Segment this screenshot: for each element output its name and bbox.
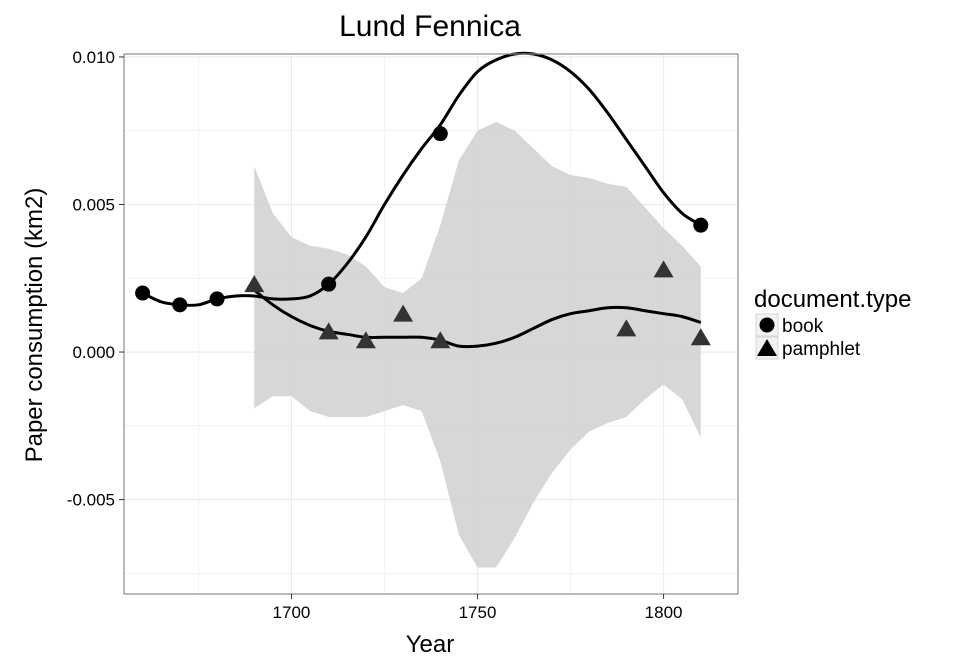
- legend-label-book: book: [782, 316, 824, 337]
- x-tick-label: 1800: [645, 603, 683, 622]
- x-axis: 1700 1750 1800: [273, 594, 683, 622]
- y-axis-title: Paper consumption (km2): [21, 188, 48, 463]
- y-tick-label: 0.005: [72, 195, 115, 214]
- y-axis: -0.005 0.000 0.005 0.010: [67, 48, 124, 510]
- data-point-book: [172, 297, 188, 313]
- x-tick-label: 1750: [459, 603, 497, 622]
- y-tick-label: 0.000: [72, 343, 115, 362]
- data-point-pamphlet: [430, 331, 451, 349]
- x-axis-title: Year: [406, 631, 455, 658]
- smooth-line-book: [141, 51, 702, 307]
- chart-title: Lund Fennica: [339, 10, 521, 43]
- data-point-book: [432, 126, 448, 142]
- data-point-pamphlet: [616, 319, 637, 337]
- data-point-pamphlet: [355, 331, 376, 349]
- data-point-pamphlet: [244, 275, 265, 293]
- y-tick-label: -0.005: [67, 491, 115, 510]
- plot-panel-border: [123, 53, 739, 595]
- data-point-pamphlet: [318, 322, 339, 340]
- data-point-book: [321, 276, 337, 292]
- legend-title: document.type: [754, 286, 911, 313]
- data-point-book: [135, 285, 151, 301]
- data-point-pamphlet: [653, 260, 674, 278]
- legend-book-symbol: [759, 317, 775, 333]
- x-tick-label: 1700: [273, 603, 311, 622]
- legend-pamphlet-symbol: [757, 339, 777, 356]
- data-point-pamphlet: [690, 328, 711, 346]
- data-point-pamphlet: [393, 304, 414, 322]
- y-tick-label: 0.010: [72, 48, 115, 67]
- legend-label-pamphlet: pamphlet: [782, 339, 861, 360]
- data-point-book: [209, 291, 225, 307]
- data-points: [135, 126, 711, 349]
- data-point-book: [693, 217, 709, 233]
- legend: document.type book pamphlet: [754, 286, 911, 360]
